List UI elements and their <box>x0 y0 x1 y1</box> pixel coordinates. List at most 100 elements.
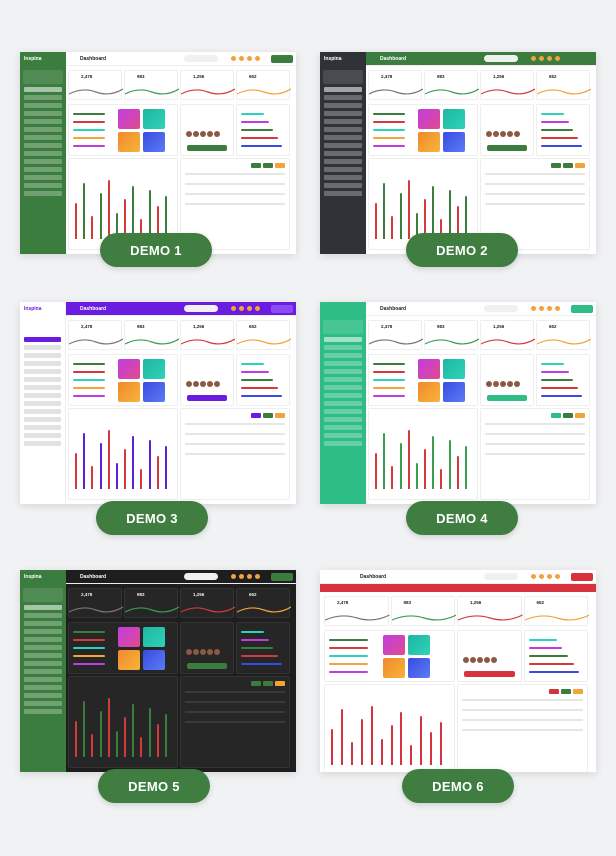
sidebar-item[interactable] <box>24 111 62 116</box>
sidebar-item[interactable] <box>24 433 61 438</box>
notification-icon[interactable] <box>231 56 236 61</box>
avatar[interactable] <box>470 657 476 663</box>
avatar[interactable] <box>484 657 490 663</box>
transfer-button[interactable] <box>487 145 527 151</box>
sidebar-item[interactable] <box>24 653 62 658</box>
transaction-row[interactable] <box>485 423 585 425</box>
filter-tab[interactable] <box>275 413 285 418</box>
sidebar-item[interactable] <box>324 143 362 148</box>
transaction-row[interactable] <box>485 453 585 455</box>
avatar[interactable] <box>193 649 199 655</box>
sidebar-item[interactable] <box>324 183 362 188</box>
demo-preview-6[interactable]: Dashboard 2,478 983 1,256 652 <box>320 570 596 772</box>
transaction-row[interactable] <box>185 691 285 693</box>
spending-tile[interactable] <box>142 359 165 379</box>
avatar[interactable] <box>514 131 520 137</box>
spending-tile[interactable] <box>117 359 140 379</box>
transaction-row[interactable] <box>485 203 585 205</box>
spending-tile[interactable] <box>117 650 140 670</box>
sidebar-item[interactable] <box>24 353 61 358</box>
search-input[interactable] <box>484 55 518 62</box>
filter-tab[interactable] <box>251 163 261 168</box>
sidebar-item[interactable] <box>24 337 61 342</box>
filter-tab[interactable] <box>551 413 561 418</box>
notification-icon[interactable] <box>247 574 252 579</box>
sidebar-item[interactable] <box>24 637 62 642</box>
spending-tile[interactable] <box>117 627 140 647</box>
avatar[interactable] <box>477 657 483 663</box>
filter-tab[interactable] <box>263 681 273 686</box>
avatar[interactable] <box>214 131 220 137</box>
avatar[interactable] <box>214 381 220 387</box>
spending-tile[interactable] <box>408 635 431 655</box>
new-invoice-button[interactable] <box>271 573 293 581</box>
notification-icon[interactable] <box>555 574 560 579</box>
sidebar-item[interactable] <box>24 393 61 398</box>
sidebar-item[interactable] <box>324 111 362 116</box>
notification-icon[interactable] <box>247 306 252 311</box>
sidebar-item[interactable] <box>24 95 62 100</box>
sidebar-item[interactable] <box>24 143 62 148</box>
notification-icon[interactable] <box>255 574 260 579</box>
spending-tile[interactable] <box>117 109 140 129</box>
sidebar-item[interactable] <box>24 175 62 180</box>
sidebar-item[interactable] <box>24 709 62 714</box>
sidebar-item[interactable] <box>24 621 62 626</box>
transaction-row[interactable] <box>185 711 285 713</box>
avatar[interactable] <box>200 649 206 655</box>
sidebar-item[interactable] <box>24 693 62 698</box>
sidebar-item[interactable] <box>324 159 362 164</box>
transfer-button[interactable] <box>187 145 227 151</box>
sidebar-item[interactable] <box>24 401 61 406</box>
sidebar-item[interactable] <box>24 629 62 634</box>
avatar[interactable] <box>214 649 220 655</box>
sidebar-item[interactable] <box>24 701 62 706</box>
spending-tile[interactable] <box>142 109 165 129</box>
notification-icon[interactable] <box>547 56 552 61</box>
sidebar-item[interactable] <box>24 605 62 610</box>
transaction-row[interactable] <box>462 729 583 731</box>
new-invoice-button[interactable] <box>571 305 593 313</box>
transaction-row[interactable] <box>462 699 583 701</box>
avatar[interactable] <box>207 381 213 387</box>
filter-tab[interactable] <box>563 413 573 418</box>
sidebar-item[interactable] <box>24 385 61 390</box>
filter-tab[interactable] <box>575 413 585 418</box>
sidebar-item[interactable] <box>24 409 61 414</box>
sidebar-item[interactable] <box>324 377 362 382</box>
demo-preview-2[interactable]: Inspina Dashboard 2,478 983 1,256 652 <box>320 52 596 254</box>
notification-icon[interactable] <box>555 306 560 311</box>
avatar[interactable] <box>493 381 499 387</box>
sidebar-item[interactable] <box>24 441 61 446</box>
sidebar-item[interactable] <box>24 361 61 366</box>
notification-icon[interactable] <box>555 56 560 61</box>
demo-label-badge[interactable]: DEMO 4 <box>406 501 518 535</box>
transaction-row[interactable] <box>185 173 285 175</box>
spending-tile[interactable] <box>417 359 440 379</box>
notification-icon[interactable] <box>531 574 536 579</box>
sidebar-item[interactable] <box>24 685 62 690</box>
avatar[interactable] <box>500 131 506 137</box>
sidebar-item[interactable] <box>24 159 62 164</box>
notification-icon[interactable] <box>231 574 236 579</box>
sidebar-item[interactable] <box>24 677 62 682</box>
sidebar-item[interactable] <box>24 345 61 350</box>
spending-tile[interactable] <box>142 627 165 647</box>
transaction-row[interactable] <box>185 721 285 723</box>
sidebar-item[interactable] <box>24 167 62 172</box>
transaction-row[interactable] <box>185 701 285 703</box>
notification-icon[interactable] <box>255 56 260 61</box>
avatar[interactable] <box>507 131 513 137</box>
sidebar-item[interactable] <box>24 425 61 430</box>
transaction-row[interactable] <box>485 183 585 185</box>
demo-label-badge[interactable]: DEMO 6 <box>402 769 514 803</box>
sidebar-item[interactable] <box>24 417 61 422</box>
avatar[interactable] <box>493 131 499 137</box>
sidebar-item[interactable] <box>324 95 362 100</box>
sidebar-item[interactable] <box>324 409 362 414</box>
filter-tab[interactable] <box>275 681 285 686</box>
notification-icon[interactable] <box>547 574 552 579</box>
notification-icon[interactable] <box>239 574 244 579</box>
avatar[interactable] <box>207 649 213 655</box>
spending-tile[interactable] <box>417 132 440 152</box>
